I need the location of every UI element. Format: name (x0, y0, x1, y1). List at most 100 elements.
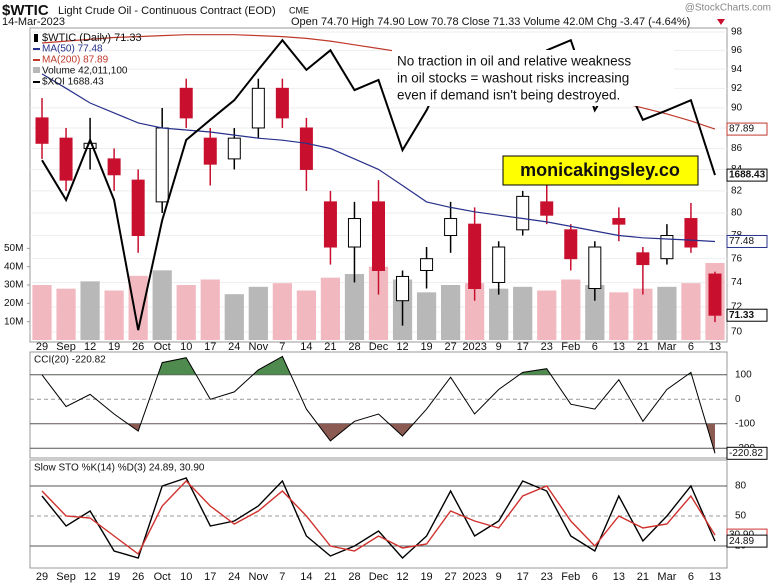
panels: 70727476788082848688909294969810M20M30M4… (4, 27, 768, 583)
candle-body (468, 223, 482, 289)
legend-label: Volume 42,011,100 (42, 66, 128, 77)
x-tick-label: 12 (84, 341, 96, 353)
value-tag-label: 24.89 (729, 536, 754, 547)
legend-label: $WTIC (Daily) 71.33 (42, 32, 142, 44)
x-tick-label: 2023 (462, 571, 486, 583)
candle-body (516, 195, 530, 231)
x-tick-label: Dec (369, 571, 389, 583)
volume-bar (248, 286, 268, 340)
y-tick-label: 74 (731, 277, 743, 288)
x-tick-label: Nov (249, 571, 269, 583)
x-tick-label: 7 (279, 341, 285, 353)
panel-frame (29, 351, 728, 459)
candle-body (564, 229, 578, 260)
volume-bar (56, 288, 76, 340)
candle-body (155, 127, 169, 203)
candle-body (684, 218, 698, 248)
value-tag (726, 122, 768, 136)
x-tick-label: 28 (348, 341, 360, 353)
value-tag (726, 308, 768, 322)
legend-label: $XOI 1688.43 (42, 77, 104, 88)
volume-bar (513, 286, 533, 340)
volume-bar (320, 277, 341, 340)
annotation-box (392, 50, 674, 106)
candle-body (540, 201, 554, 216)
x-tick-label: 10 (180, 341, 192, 353)
candle-body (420, 258, 434, 271)
candle-body (131, 179, 145, 237)
candle-body (83, 142, 97, 149)
x-tick-label: 13 (613, 571, 625, 583)
legend-icon (34, 34, 38, 42)
instrument-name: Light Crude Oil - Continuous Contract (E… (58, 5, 276, 17)
x-tick-label: Sep (56, 341, 76, 353)
x-tick-label: Mar (657, 571, 676, 583)
candle-body (323, 201, 337, 248)
x-tick-label: 23 (541, 571, 553, 583)
y-tick-label: 0 (735, 394, 741, 405)
volume-bar (489, 288, 509, 340)
volume-tick-label: 10M (4, 316, 23, 327)
volume-tick-label: 50M (4, 243, 23, 254)
x-tick-label: 7 (279, 571, 285, 583)
candle-body (371, 201, 386, 271)
candle-body (444, 218, 458, 237)
x-tick-label: Feb (561, 571, 580, 583)
x-tick-label: 13 (709, 341, 721, 353)
x-tick-label: Mar (657, 341, 676, 353)
cci-line (41, 355, 716, 454)
x-tick-label: 12 (396, 571, 408, 583)
volume-tick-label: 20M (4, 298, 23, 309)
candle-body (347, 218, 361, 248)
x-tick-label: 6 (592, 341, 598, 353)
x-tick-label: 21 (637, 571, 649, 583)
x-tick-label: 28 (348, 571, 360, 583)
x-tick-label: 10 (180, 571, 192, 583)
y-tick-label: 96 (731, 45, 743, 56)
x-tick-label: 27 (444, 341, 456, 353)
date: 14-Mar-2023 (2, 16, 65, 28)
x-tick-label: 17 (517, 571, 529, 583)
x-tick-label: 19 (420, 571, 432, 583)
y-tick-label: 80 (735, 481, 747, 492)
value-tag (726, 168, 768, 182)
candle-body (227, 137, 241, 160)
x-tick-label: 17 (204, 571, 216, 583)
panel-frame (29, 459, 728, 569)
panel-legend: Slow STO %K(14) %D(3) 24.89, 30.90 (34, 463, 205, 474)
quote: Open 74.70 High 74.90 Low 70.78 Close 71… (291, 16, 690, 28)
y-tick-label: 82 (731, 186, 743, 197)
y-tick-label: 72 (731, 302, 743, 313)
x-tick-label: 14 (300, 341, 312, 353)
candle-body (107, 158, 121, 176)
x-tick-label: Sep (56, 571, 76, 583)
y-tick-label: 100 (735, 369, 752, 380)
volume-bar (537, 290, 557, 340)
x-tick-label: Oct (154, 571, 171, 583)
x-tick-label: 13 (709, 571, 721, 583)
volume-bar (585, 285, 605, 340)
x-tick-label: 2023 (462, 341, 486, 353)
x-tick-label: 19 (108, 341, 120, 353)
volume-bar (32, 285, 52, 340)
x-tick-label: 6 (688, 341, 694, 353)
x-tick-label: 23 (541, 341, 553, 353)
value-tag (726, 446, 768, 460)
volume-bar (465, 283, 485, 340)
y-tick-label: 80 (731, 208, 743, 219)
x-tick-label: 12 (84, 571, 96, 583)
volume-bar (128, 275, 148, 340)
candle-body (708, 273, 722, 316)
x-tick-label: 12 (396, 341, 408, 353)
volume-bar (344, 274, 365, 340)
stochastic-line (41, 477, 716, 559)
x-tick-label: 21 (324, 341, 336, 353)
x-tick-label: 6 (688, 571, 694, 583)
annotation-text: No traction in oil and relative weakness (397, 54, 631, 69)
watermark: monicakingsley.co (520, 160, 680, 180)
value-tag-label: 71.33 (729, 310, 754, 321)
volume-bar (272, 283, 292, 340)
volume-bar (200, 279, 220, 340)
x-tick-label: 24 (228, 341, 240, 353)
annotation-text: in oil stocks = washout risks increasing (397, 71, 629, 86)
